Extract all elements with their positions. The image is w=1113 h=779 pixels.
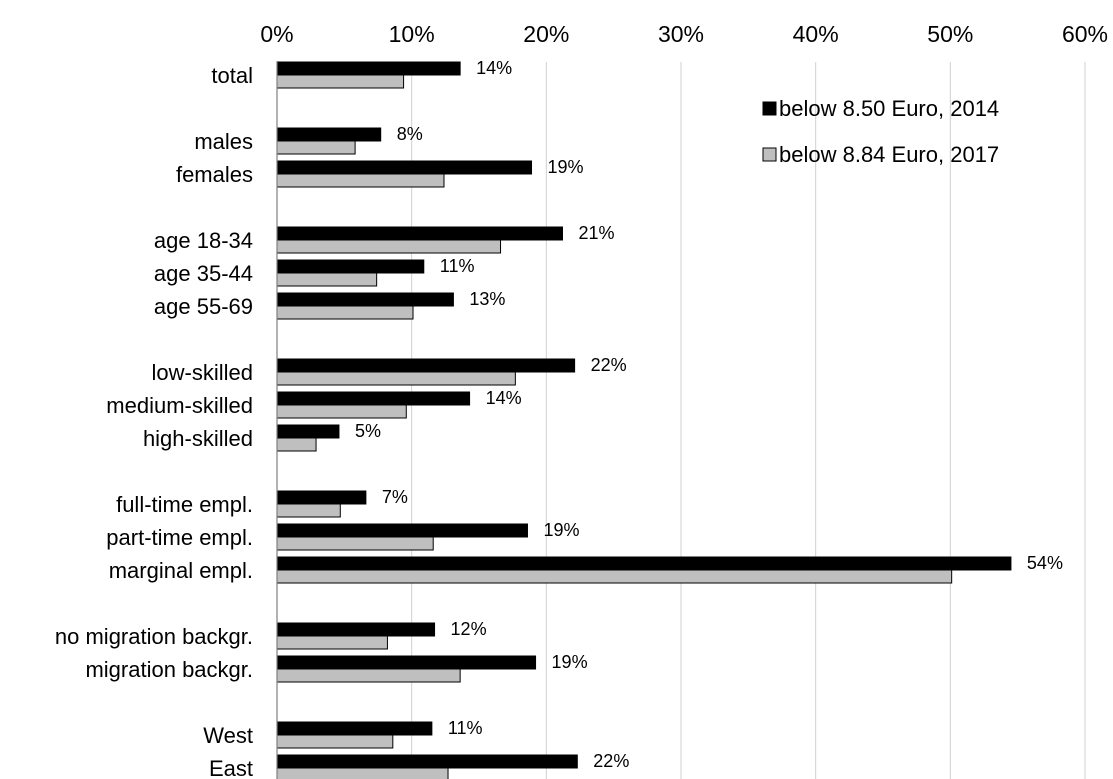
category-label: total (211, 63, 253, 88)
bar-2014-marginal-empl (276, 556, 1012, 571)
bar-2014-west (276, 721, 433, 736)
bar-2014-females (276, 160, 533, 175)
bar-2014-age-35-44 (276, 259, 425, 274)
category-label: low-skilled (152, 360, 253, 385)
data-label-2014: 14% (476, 58, 512, 78)
legend-label-2017: below 8.84 Euro, 2017 (779, 142, 999, 167)
category-label: migration backgr. (85, 657, 253, 682)
category-label: high-skilled (143, 426, 253, 451)
data-label-2014: 5% (355, 421, 381, 441)
category-labels: total males females age 18-34 age 35-44 age 5… (55, 63, 253, 779)
data-label-2014: 21% (578, 223, 614, 243)
bar-2017-females (276, 173, 445, 188)
category-label: full-time empl. (116, 492, 253, 517)
category-label: age 18-34 (154, 228, 253, 253)
category-label: no migration backgr. (55, 624, 253, 649)
bar-2017-full-time-empl (276, 503, 341, 518)
data-label-2014: 11% (448, 718, 483, 738)
data-labels: 14% 8% 19% 21% 11% 13% 22% 14% 5% 7% 19% 54% 12% 19% 1… (355, 58, 1063, 771)
data-label-2014: 14% (486, 388, 522, 408)
x-tick-label: 20% (523, 21, 569, 47)
bar-2014-no-migration-backgr (276, 622, 436, 637)
bar-2017-west (276, 734, 394, 749)
x-tick-label: 40% (793, 21, 839, 47)
data-label-2014: 11% (440, 256, 475, 276)
bar-2017-east (276, 767, 449, 779)
bar-2014-part-time-empl (276, 523, 528, 538)
x-tick-label: 30% (658, 21, 704, 47)
bar-2017-total (276, 74, 405, 89)
category-label: marginal empl. (109, 558, 253, 583)
bar-2017-males (276, 140, 356, 155)
bar-2017-migration-backgr (276, 668, 461, 683)
x-tick-label: 10% (389, 21, 435, 47)
bar-2017-no-migration-backgr (276, 635, 388, 650)
x-tick-label: 0% (260, 21, 293, 47)
category-label: West (203, 723, 253, 748)
data-label-2014: 19% (552, 652, 588, 672)
bar-2014-medium-skilled (276, 391, 471, 406)
bar-2014-age-55-69 (276, 292, 454, 307)
data-label-2014: 22% (591, 355, 627, 375)
bar-2014-full-time-empl (276, 490, 367, 505)
category-label: males (194, 129, 253, 154)
legend-swatch-2017 (762, 147, 777, 162)
bar-2017-high-skilled (276, 437, 317, 452)
bar-2014-high-skilled (276, 424, 340, 439)
category-label: age 55-69 (154, 294, 253, 319)
bar-2014-migration-backgr (276, 655, 537, 670)
bars (276, 61, 1012, 779)
category-label: part-time empl. (106, 525, 253, 550)
data-label-2014: 13% (469, 289, 505, 309)
data-label-2014: 19% (543, 520, 579, 540)
bar-2017-part-time-empl (276, 536, 434, 551)
bar-2017-medium-skilled (276, 404, 407, 419)
bar-2017-low-skilled (276, 371, 516, 386)
legend-label-2014: below 8.50 Euro, 2014 (779, 96, 999, 121)
bar-2017-age-55-69 (276, 305, 414, 320)
bar-2014-males (276, 127, 382, 142)
data-label-2014: 19% (548, 157, 584, 177)
bar-2014-east (276, 754, 578, 769)
category-label: medium-skilled (106, 393, 253, 418)
bar-2017-marginal-empl (276, 569, 953, 584)
bar-2017-age-18-34 (276, 239, 502, 254)
data-label-2014: 7% (382, 487, 408, 507)
bar-2014-total (276, 61, 461, 76)
category-label: age 35-44 (154, 261, 253, 286)
category-label: females (176, 162, 253, 187)
legend: below 8.50 Euro, 2014 below 8.84 Euro, 20… (762, 96, 999, 167)
data-label-2014: 12% (451, 619, 487, 639)
bar-2014-age-18-34 (276, 226, 563, 241)
category-label: East (209, 756, 253, 779)
x-tick-label: 60% (1062, 21, 1108, 47)
data-label-2014: 8% (397, 124, 423, 144)
bar-2014-low-skilled (276, 358, 576, 373)
bar-2017-age-35-44 (276, 272, 378, 287)
data-label-2014: 54% (1027, 553, 1063, 573)
data-label-2014: 22% (593, 751, 629, 771)
x-tick-label: 50% (927, 21, 973, 47)
x-tick-labels: 0% 10% 20% 30% 40% 50% 60% (260, 21, 1108, 47)
legend-swatch-2014 (762, 101, 777, 116)
